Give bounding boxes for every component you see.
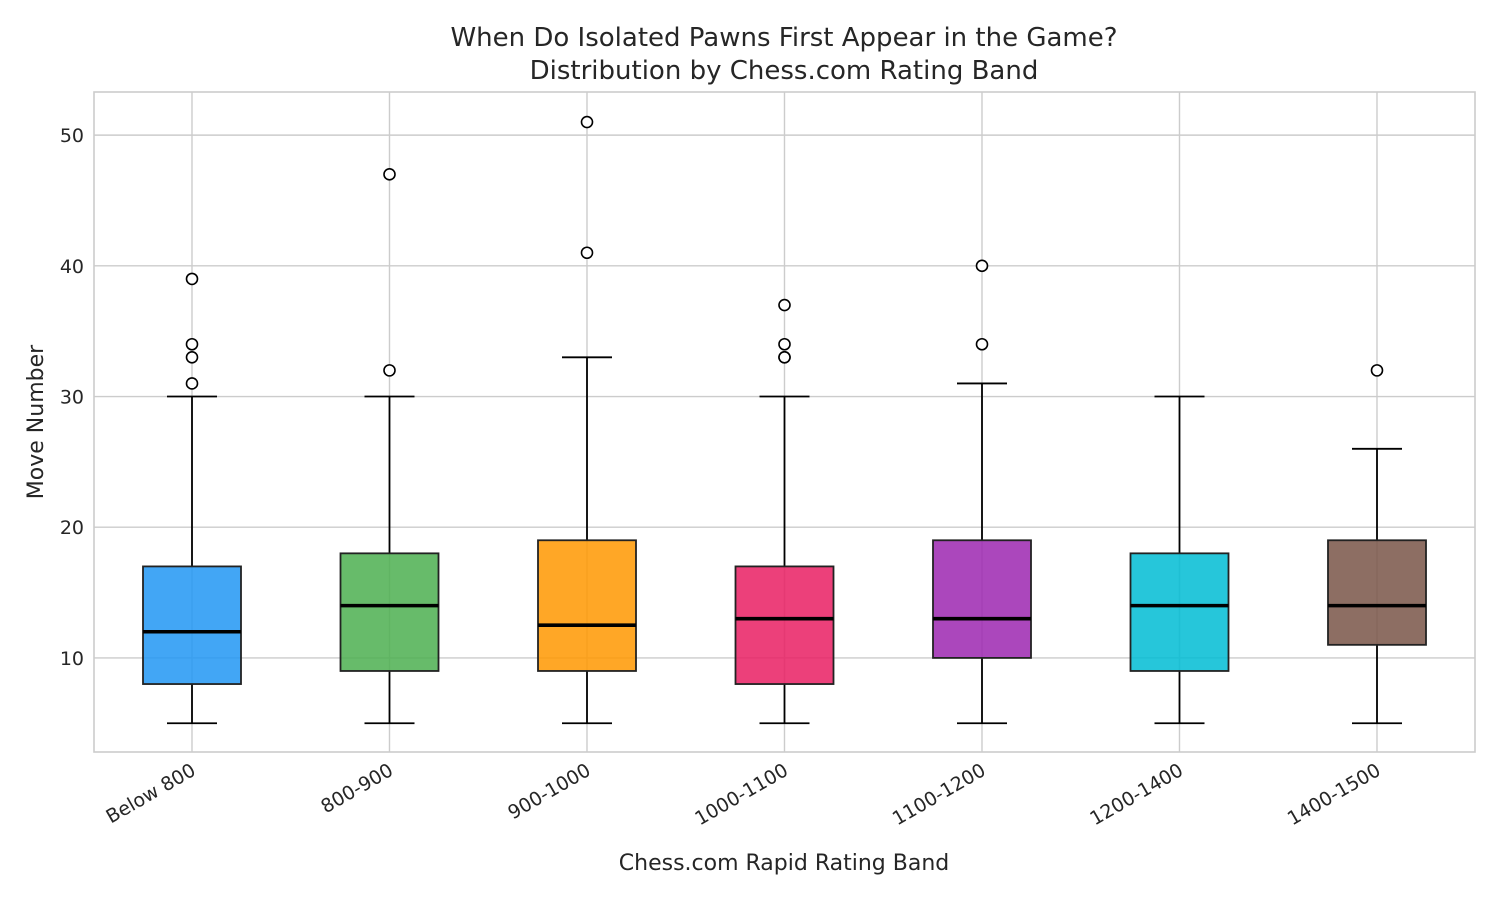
box-1 [142, 272, 242, 725]
iqr-box [339, 552, 440, 672]
outlier-point [778, 337, 791, 351]
box-4 [734, 298, 835, 725]
iqr-box [537, 539, 637, 672]
x-tick-label: 1000-1100 [691, 759, 792, 830]
outlier-point [383, 364, 396, 377]
box-6 [1129, 395, 1230, 725]
outlier-point [975, 259, 989, 273]
outlier-point [185, 377, 199, 390]
boxes-layer [142, 115, 1427, 725]
y-tick-label: 50 [60, 125, 84, 147]
chart-subtitle: Distribution by Chess.com Rating Band [530, 56, 1039, 86]
outlier-point [383, 168, 396, 181]
box-2 [339, 168, 440, 725]
iqr-box [734, 565, 835, 685]
iqr-box [1129, 552, 1230, 672]
y-tick-label: 40 [60, 256, 84, 278]
outlier-point [580, 115, 594, 129]
x-tick-label: 1200-1400 [1086, 759, 1187, 830]
outlier-point [185, 337, 199, 351]
outlier-point [975, 337, 989, 351]
x-tick-label: 900-1000 [504, 759, 594, 824]
iqr-box [142, 565, 242, 685]
x-tick-labels: Below 800 800-900 900-1000 1000-1100 1100-12… [102, 759, 1384, 830]
y-axis-label: Move Number [24, 344, 49, 499]
plot-frame [93, 91, 1476, 753]
outlier-point [1370, 364, 1384, 377]
outlier-point [778, 351, 791, 364]
y-tick-label: 10 [60, 648, 84, 670]
box-5 [932, 259, 1032, 725]
x-tick-label: 1100-1200 [889, 759, 990, 830]
outlier-point [778, 298, 791, 312]
x-tick-label: 800-900 [317, 759, 397, 818]
iqr-box [1327, 539, 1427, 646]
box-7 [1327, 364, 1427, 725]
x-tick-label: 1400-1500 [1284, 759, 1385, 830]
x-tick-label: Below 800 [102, 759, 199, 828]
outlier-point [185, 351, 199, 364]
y-tick-labels: 10 20 30 40 50 [60, 125, 84, 670]
box-3 [537, 115, 637, 725]
y-tick-label: 20 [60, 517, 84, 539]
chart-title: When Do Isolated Pawns First Appear in t… [450, 23, 1117, 53]
outlier-point [580, 246, 594, 260]
iqr-box [932, 539, 1032, 659]
x-axis-label: Chess.com Rapid Rating Band [619, 851, 949, 876]
outlier-point [185, 272, 199, 286]
y-tick-label: 30 [60, 387, 84, 409]
